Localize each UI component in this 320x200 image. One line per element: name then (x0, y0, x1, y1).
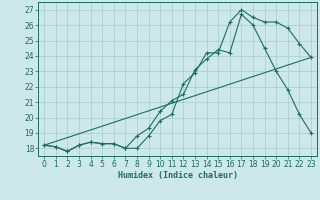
X-axis label: Humidex (Indice chaleur): Humidex (Indice chaleur) (118, 171, 238, 180)
